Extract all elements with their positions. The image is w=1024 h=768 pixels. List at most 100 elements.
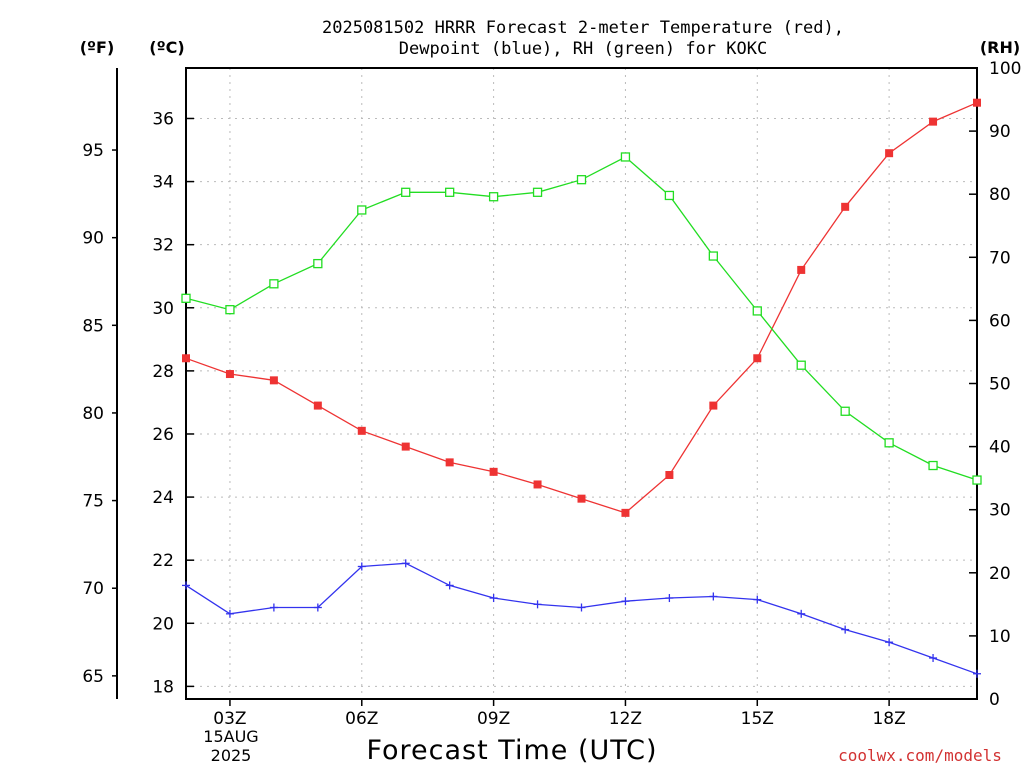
- dewpoint-data-point: [709, 592, 718, 601]
- dewpoint-data-point: [182, 581, 190, 590]
- grid-lines: [186, 68, 977, 699]
- dewpoint-data-point: [973, 669, 981, 678]
- temperature-data-point: [577, 494, 586, 503]
- x-tick-label: 12Z: [609, 709, 642, 729]
- celsius-tick-label: 26: [152, 425, 174, 445]
- fahrenheit-unit-label: (ºF): [80, 38, 115, 57]
- rh-data-point: [884, 438, 894, 448]
- rh-data-point: [752, 306, 762, 316]
- temperature-data-point: [533, 480, 542, 489]
- x-tick-label: 03Z: [213, 709, 246, 729]
- x-tick-label: 09Z: [477, 709, 510, 729]
- dewpoint-data-point: [753, 595, 762, 604]
- rh-unit-label: (RH): [980, 38, 1020, 57]
- temperature-data-point: [357, 426, 366, 435]
- fahrenheit-tick-label: 75: [82, 492, 104, 512]
- series-layer: [181, 98, 982, 678]
- rh-data-point: [928, 460, 938, 471]
- rh-data-point: [796, 360, 806, 370]
- celsius-tick-label: 22: [152, 551, 174, 571]
- dewpoint-data-point: [533, 600, 542, 609]
- chart-title-line1: 2025081502 HRRR Forecast 2-meter Tempera…: [322, 18, 844, 38]
- fahrenheit-tick-label: 90: [82, 229, 104, 249]
- dewpoint-data-point: [357, 562, 366, 571]
- temperature-data-point: [709, 401, 718, 410]
- rh-data-point: [181, 293, 191, 303]
- date-label-year: 2025: [211, 746, 252, 765]
- rh-data-point: [357, 205, 367, 215]
- rh-tick-label: 30: [989, 501, 1011, 521]
- celsius-tick-label: 34: [152, 173, 174, 193]
- rh-tick-label: 0: [989, 690, 1000, 710]
- axis-ticks: 03Z 06Z 09Z 12Z 15Z 18Z 18 20 22 24 26 28 30 32 34 36 65…: [82, 59, 1021, 729]
- dewpoint-data-point: [797, 609, 806, 618]
- rh-data-point: [664, 190, 675, 201]
- rh-tick-label: 40: [989, 438, 1011, 458]
- fahrenheit-tick-label: 70: [82, 579, 104, 599]
- rh-data-point: [532, 187, 543, 197]
- dewpoint-data-point: [929, 653, 938, 662]
- dewpoint-data-point: [269, 603, 278, 612]
- rh-tick-label: 100: [989, 59, 1021, 79]
- rh-data-point: [576, 175, 587, 185]
- celsius-tick-label: 20: [152, 614, 174, 634]
- temperature-data-point: [489, 467, 498, 476]
- rh-tick-label: 20: [989, 564, 1011, 584]
- rh-data-point: [620, 152, 631, 162]
- dewpoint-data-point: [841, 625, 850, 634]
- rh-tick-label: 80: [989, 185, 1011, 205]
- celsius-tick-label: 32: [152, 236, 174, 256]
- x-tick-label: 06Z: [345, 709, 378, 729]
- rh-tick-label: 90: [989, 122, 1011, 142]
- temperature-data-point: [225, 370, 234, 379]
- fahrenheit-tick-label: 85: [82, 316, 104, 336]
- celsius-unit-label: (ºC): [149, 38, 184, 57]
- celsius-tick-label: 24: [152, 488, 174, 508]
- rh-tick-label: 60: [989, 311, 1011, 331]
- rh-tick-label: 50: [989, 375, 1011, 395]
- temperature-data-point: [621, 508, 630, 517]
- fahrenheit-tick-label: 65: [82, 667, 104, 687]
- celsius-tick-label: 36: [152, 109, 174, 129]
- x-axis-title: Forecast Time (UTC): [366, 735, 657, 766]
- celsius-tick-label: 30: [152, 299, 174, 319]
- rh-tick-label: 70: [989, 248, 1011, 268]
- x-tick-label: 15Z: [741, 709, 774, 729]
- fahrenheit-tick-label: 80: [82, 404, 104, 424]
- rh-data-point: [840, 406, 850, 416]
- temperature-data-point: [269, 376, 278, 385]
- rh-data-point: [708, 251, 718, 261]
- rh-data-point: [269, 279, 279, 289]
- rh-data-point: [401, 187, 411, 197]
- celsius-tick-label: 28: [152, 362, 174, 382]
- rh-data-point: [313, 258, 323, 269]
- chart-title-line2: Dewpoint (blue), RH (green) for KOKC: [399, 39, 767, 59]
- dewpoint-data-point: [489, 594, 498, 603]
- temperature-data-point: [445, 458, 454, 467]
- dewpoint-data-point: [665, 594, 674, 603]
- rh-data-point: [972, 475, 982, 485]
- rh-tick-label: 10: [989, 627, 1011, 647]
- temperature-data-point: [797, 265, 806, 274]
- temperature-data-point: [753, 354, 762, 363]
- temperature-data-point: [182, 354, 190, 363]
- dewpoint-data-point: [401, 559, 410, 568]
- credit-label: coolwx.com/models: [838, 746, 1002, 765]
- celsius-tick-label: 18: [152, 677, 174, 697]
- temperature-data-point: [665, 470, 674, 479]
- rh-series-line: [185, 156, 978, 481]
- temperature-data-point: [401, 442, 410, 451]
- dewpoint-data-point: [225, 609, 234, 618]
- rh-data-point: [488, 192, 499, 202]
- temperature-data-point: [841, 202, 850, 211]
- dewpoint-data-point: [621, 597, 630, 606]
- dewpoint-data-point: [885, 638, 894, 647]
- temperature-data-point: [929, 117, 938, 126]
- temperature-data-point: [885, 149, 894, 158]
- temperature-data-point: [313, 401, 322, 410]
- rh-data-point: [445, 187, 455, 197]
- dewpoint-series-line: [185, 562, 978, 675]
- temperature-data-point: [973, 98, 981, 107]
- dewpoint-data-point: [445, 581, 454, 590]
